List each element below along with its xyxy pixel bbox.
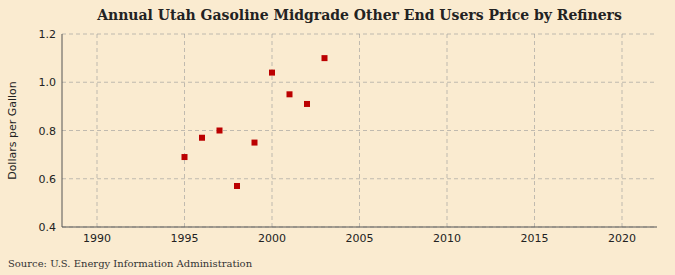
- point: [322, 55, 328, 61]
- point: [182, 154, 188, 160]
- x-tick-label: 2015: [521, 232, 549, 245]
- point: [234, 183, 240, 189]
- chart-container: 1990 1995 2000 2005 2010 2015 2020 0.4 0.6 0.8 1.0…: [0, 0, 675, 275]
- y-tick-label: 0.6: [39, 173, 57, 186]
- x-tick-label: 2020: [608, 232, 636, 245]
- y-tick-label: 1.0: [39, 76, 57, 89]
- grid: [62, 34, 657, 227]
- y-grid-line: [62, 227, 657, 228]
- chart: 1990 1995 2000 2005 2010 2015 2020 0.4 0.6 0.8 1.0…: [0, 0, 675, 275]
- point: [287, 91, 293, 97]
- y-grid-line: [62, 130, 657, 131]
- x-tick-label: 1990: [83, 232, 111, 245]
- point: [269, 70, 275, 76]
- x-tick-label: 2005: [346, 232, 374, 245]
- y-tick-label: 0.4: [39, 221, 57, 234]
- x-tick-label: 2010: [433, 232, 461, 245]
- y-tick-label: 0.8: [39, 125, 57, 138]
- y-axis-label: Dollars per Gallon: [6, 81, 19, 180]
- y-grid-line: [62, 34, 657, 35]
- y-tick-label: 1.2: [39, 28, 57, 41]
- source-annotation: Source: U.S. Energy Information Administ…: [8, 258, 253, 269]
- y-axis-line: [62, 34, 63, 227]
- point: [199, 135, 205, 141]
- axes: 1990 1995 2000 2005 2010 2015 2020 0.4 0.6 0.8 1.0…: [39, 28, 658, 245]
- y-grid-line: [62, 178, 657, 179]
- title: Annual Utah Gasoline Midgrade Other End …: [96, 7, 622, 23]
- point: [252, 140, 258, 146]
- x-axis-line: [62, 227, 657, 228]
- x-tick-label: 2000: [258, 232, 286, 245]
- background: [0, 0, 675, 275]
- points: [182, 55, 328, 189]
- y-grid-line: [62, 82, 657, 83]
- x-tick-label: 1995: [171, 232, 199, 245]
- point: [217, 128, 223, 134]
- point: [304, 101, 310, 107]
